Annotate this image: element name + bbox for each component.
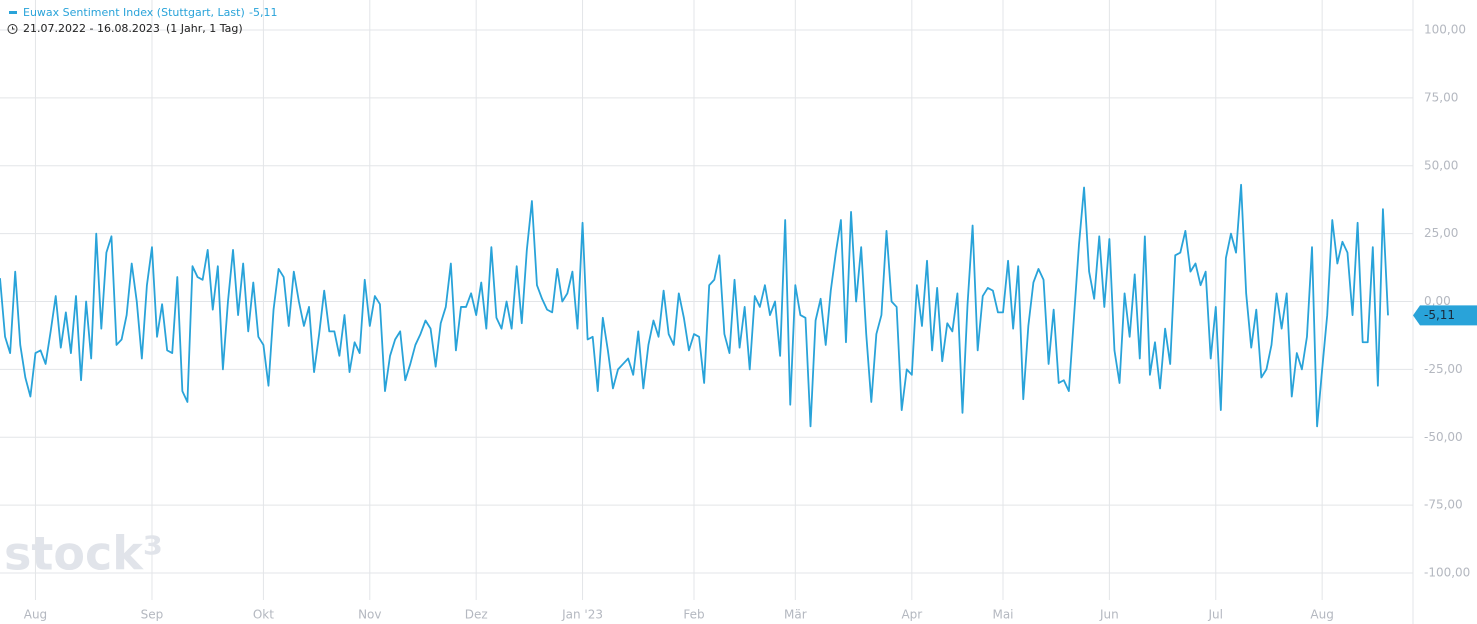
- period: (1 Jahr, 1 Tag): [166, 22, 243, 35]
- y-tick-label: -75,00: [1424, 498, 1463, 512]
- legend-swatch: [9, 11, 17, 14]
- x-tick-label: Aug: [24, 608, 47, 622]
- y-tick-label: -25,00: [1424, 362, 1463, 376]
- x-tick-label: Mär: [784, 608, 807, 622]
- x-tick-label: Jan '23: [561, 608, 603, 622]
- last-value-tag: [1413, 305, 1477, 326]
- y-tick-label: 75,00: [1424, 90, 1458, 104]
- last-value-label: -5,11: [1424, 308, 1455, 322]
- y-tick-label: -100,00: [1424, 566, 1470, 580]
- x-tick-label: Aug: [1310, 608, 1333, 622]
- watermark: stock³: [4, 527, 163, 581]
- date-range: 21.07.2022 - 16.08.2023: [23, 22, 160, 35]
- y-tick-label: 0,00: [1424, 294, 1451, 308]
- x-tick-label: Nov: [358, 608, 381, 622]
- grid: [0, 0, 1413, 600]
- x-tick-label: Apr: [901, 608, 922, 622]
- legend-name: Euwax Sentiment Index (Stuttgart, Last): [23, 6, 245, 19]
- x-tick-label: Mai: [992, 608, 1013, 622]
- y-tick-label: -50,00: [1424, 430, 1463, 444]
- clock-icon: [7, 24, 18, 34]
- x-tick-label: Feb: [683, 608, 704, 622]
- y-tick-label: 50,00: [1424, 158, 1458, 172]
- x-tick-label: Okt: [253, 608, 274, 622]
- x-tick-label: Jul: [1208, 608, 1223, 622]
- x-tick-label: Sep: [141, 608, 164, 622]
- y-tick-label: 100,00: [1424, 23, 1466, 37]
- clock-hand: [12, 26, 15, 30]
- legend-value: -5,11: [249, 6, 277, 19]
- y-tick-label: 25,00: [1424, 226, 1458, 240]
- series-line: [0, 183, 1389, 428]
- x-tick-label: Jun: [1099, 608, 1119, 622]
- x-tick-label: Dez: [465, 608, 488, 622]
